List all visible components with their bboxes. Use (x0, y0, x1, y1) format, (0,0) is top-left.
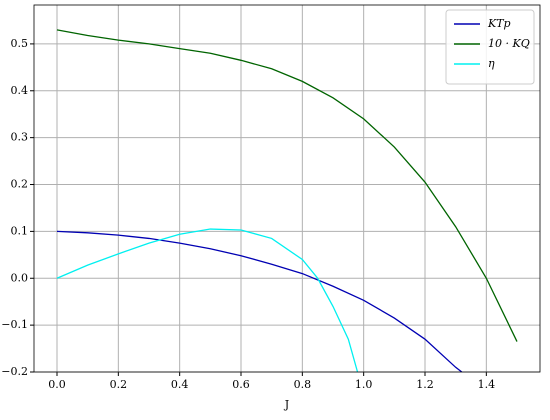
x-tick-label: 0.0 (48, 378, 66, 391)
x-tick-label: 1.2 (416, 378, 434, 391)
x-tick-label: 0.6 (232, 378, 250, 391)
plot-area (56, 29, 518, 372)
plot-frame (33, 4, 541, 373)
series-line (56, 230, 463, 372)
x-tick-label: 0.8 (294, 378, 312, 391)
legend-box (445, 9, 535, 85)
y-tick-label: 0.0 (11, 271, 29, 284)
y-tick-label: −0.1 (1, 318, 28, 331)
y-tick-label: 0.4 (11, 84, 29, 97)
legend-label: η (488, 57, 495, 70)
x-tick-label: 0.4 (171, 378, 189, 391)
x-tick-label: 0.2 (110, 378, 128, 391)
y-tick-label: 0.5 (11, 37, 29, 50)
y-tick-label: 0.3 (11, 131, 29, 144)
y-tick-label: 0.2 (11, 178, 29, 191)
y-tick-label: 0.1 (11, 224, 29, 237)
legend-label: KTp (487, 17, 511, 30)
x-tick-label: 1.4 (478, 378, 496, 391)
series-line (56, 228, 359, 372)
series-line (56, 29, 518, 342)
legend-label: 10 · KQ (488, 37, 530, 50)
x-axis-label: J (284, 398, 289, 411)
x-tick-label: 1.0 (355, 378, 373, 391)
y-tick-label: −0.2 (1, 365, 28, 378)
